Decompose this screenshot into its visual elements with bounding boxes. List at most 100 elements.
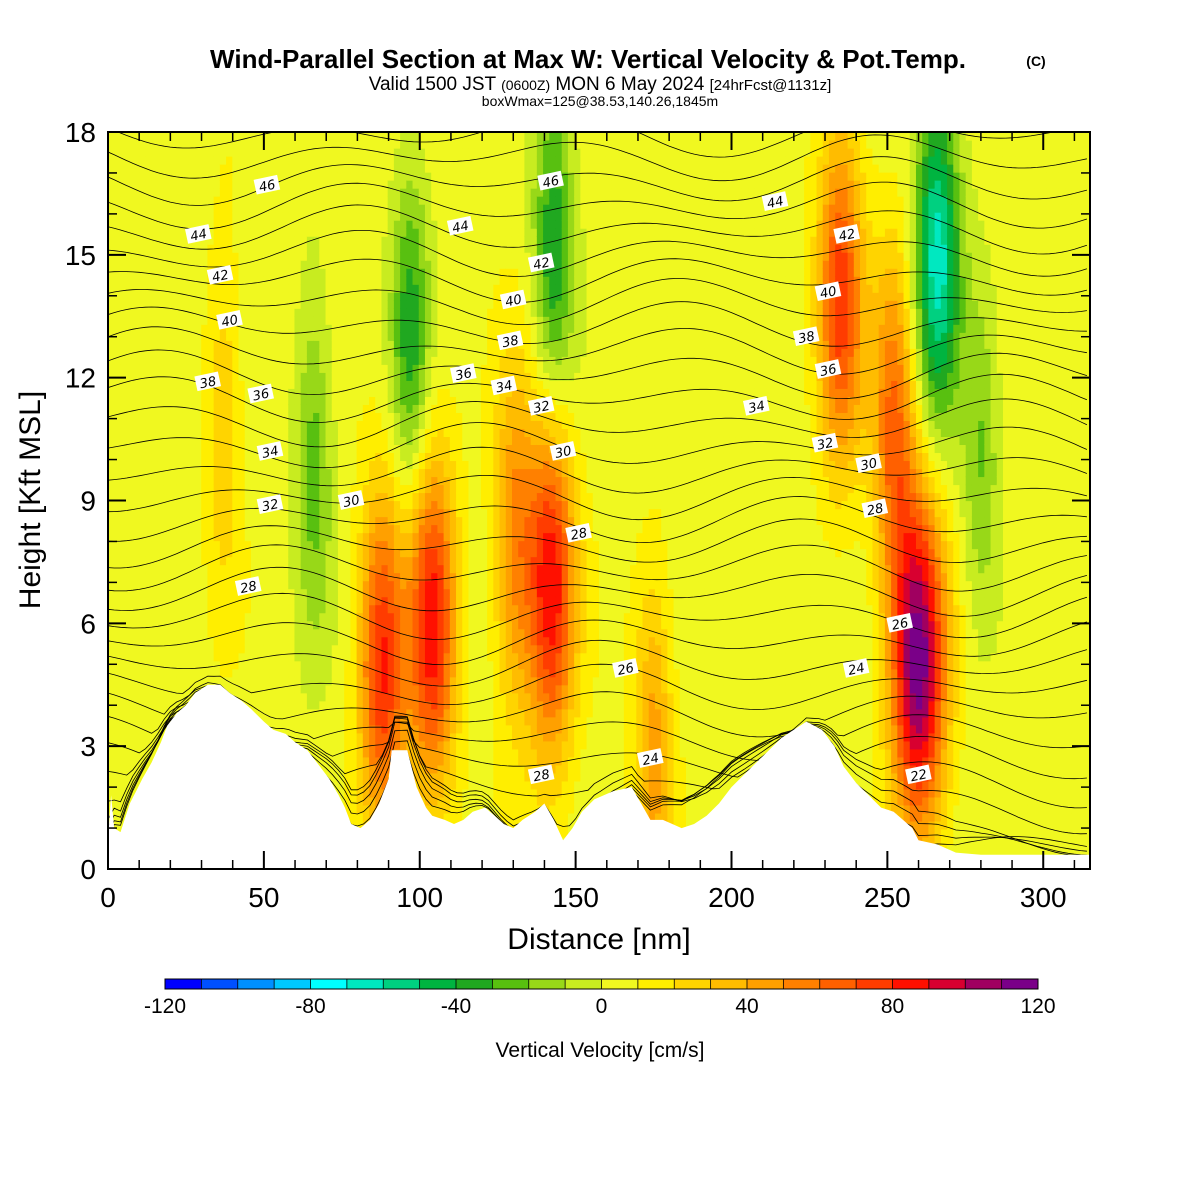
velocity-cell (350, 316, 358, 325)
velocity-cell (400, 452, 407, 462)
velocity-cell (406, 444, 414, 454)
velocity-cell (232, 492, 240, 502)
velocity-cell (369, 412, 376, 421)
velocity-cell (139, 332, 146, 341)
velocity-cell (387, 676, 395, 686)
velocity-cell (406, 644, 414, 654)
velocity-cell (145, 748, 153, 758)
velocity-cell (213, 564, 221, 574)
velocity-cell (213, 396, 221, 405)
velocity-cell (356, 172, 364, 181)
velocity-cell (406, 396, 414, 405)
velocity-cell (393, 460, 401, 470)
velocity-cell (300, 692, 308, 702)
velocity-cell (176, 172, 184, 181)
velocity-cell (182, 428, 190, 438)
velocity-cell (369, 556, 376, 566)
velocity-cell (300, 276, 308, 285)
velocity-cell (238, 148, 246, 157)
velocity-cell (412, 564, 420, 574)
velocity-cell (381, 548, 389, 558)
velocity-cell (400, 700, 407, 710)
velocity-cell (244, 180, 252, 189)
velocity-cell (431, 692, 439, 702)
velocity-cell (325, 444, 333, 454)
velocity-cell (424, 500, 432, 510)
velocity-cell (132, 740, 140, 750)
velocity-cell (424, 580, 432, 590)
velocity-cell (244, 412, 252, 421)
velocity-cell (151, 244, 159, 253)
velocity-cell (269, 236, 277, 245)
velocity-cell (195, 220, 202, 229)
velocity-cell (126, 180, 134, 189)
velocity-cell (114, 284, 122, 293)
velocity-cell (306, 148, 314, 157)
velocity-cell (188, 500, 196, 510)
velocity-cell (375, 252, 383, 261)
velocity-cell (356, 476, 364, 486)
velocity-cell (145, 284, 153, 293)
velocity-cell (201, 652, 209, 662)
velocity-cell (288, 188, 296, 197)
velocity-cell (344, 796, 351, 806)
velocity-cell (188, 596, 196, 606)
velocity-cell (132, 612, 140, 622)
velocity-cell (163, 668, 171, 678)
velocity-cell (369, 348, 376, 357)
velocity-cell (275, 236, 283, 245)
velocity-cell (400, 580, 407, 590)
velocity-cell (263, 492, 271, 502)
velocity-cell (282, 532, 289, 542)
velocity-cell (182, 388, 190, 397)
velocity-cell (393, 380, 401, 389)
velocity-cell (319, 300, 327, 309)
velocity-cell (431, 660, 439, 670)
velocity-cell (195, 252, 202, 261)
velocity-cell (337, 348, 345, 357)
velocity-cell (400, 668, 407, 678)
velocity-cell (375, 324, 383, 333)
valid-time-jst: Valid 1500 JST (369, 74, 497, 95)
velocity-cell (387, 748, 395, 758)
velocity-cell (393, 284, 401, 293)
velocity-cell (362, 148, 370, 157)
velocity-cell (387, 548, 395, 558)
velocity-cell (375, 668, 383, 678)
velocity-cell (362, 388, 370, 397)
velocity-cell (114, 708, 122, 718)
velocity-cell (213, 420, 221, 429)
velocity-cell (250, 516, 258, 526)
velocity-cell (132, 676, 140, 686)
velocity-cell (176, 396, 184, 405)
velocity-cell (120, 548, 128, 558)
velocity-cell (226, 588, 233, 598)
velocity-cell (263, 220, 271, 229)
velocity-cell (306, 524, 314, 534)
velocity-cell (139, 468, 146, 478)
velocity-cell (393, 148, 401, 157)
velocity-cell (108, 684, 115, 694)
velocity-cell (195, 532, 202, 542)
velocity-cell (412, 244, 420, 253)
velocity-cell (406, 364, 414, 373)
velocity-cell (126, 252, 134, 261)
velocity-cell (362, 132, 370, 141)
velocity-cell (306, 372, 314, 381)
velocity-cell (294, 444, 302, 454)
velocity-cell (431, 620, 439, 630)
velocity-cell (176, 612, 184, 622)
velocity-cell (145, 588, 153, 598)
velocity-cell (356, 564, 364, 574)
velocity-cell (282, 628, 289, 638)
velocity-cell (350, 292, 358, 301)
velocity-cell (362, 652, 370, 662)
velocity-cell (331, 428, 339, 438)
velocity-cell (157, 324, 165, 333)
velocity-cell (263, 164, 271, 173)
velocity-cell (431, 580, 439, 590)
velocity-cell (195, 348, 202, 357)
velocity-cell (437, 140, 445, 149)
velocity-cell (319, 612, 327, 622)
velocity-cell (275, 308, 283, 317)
